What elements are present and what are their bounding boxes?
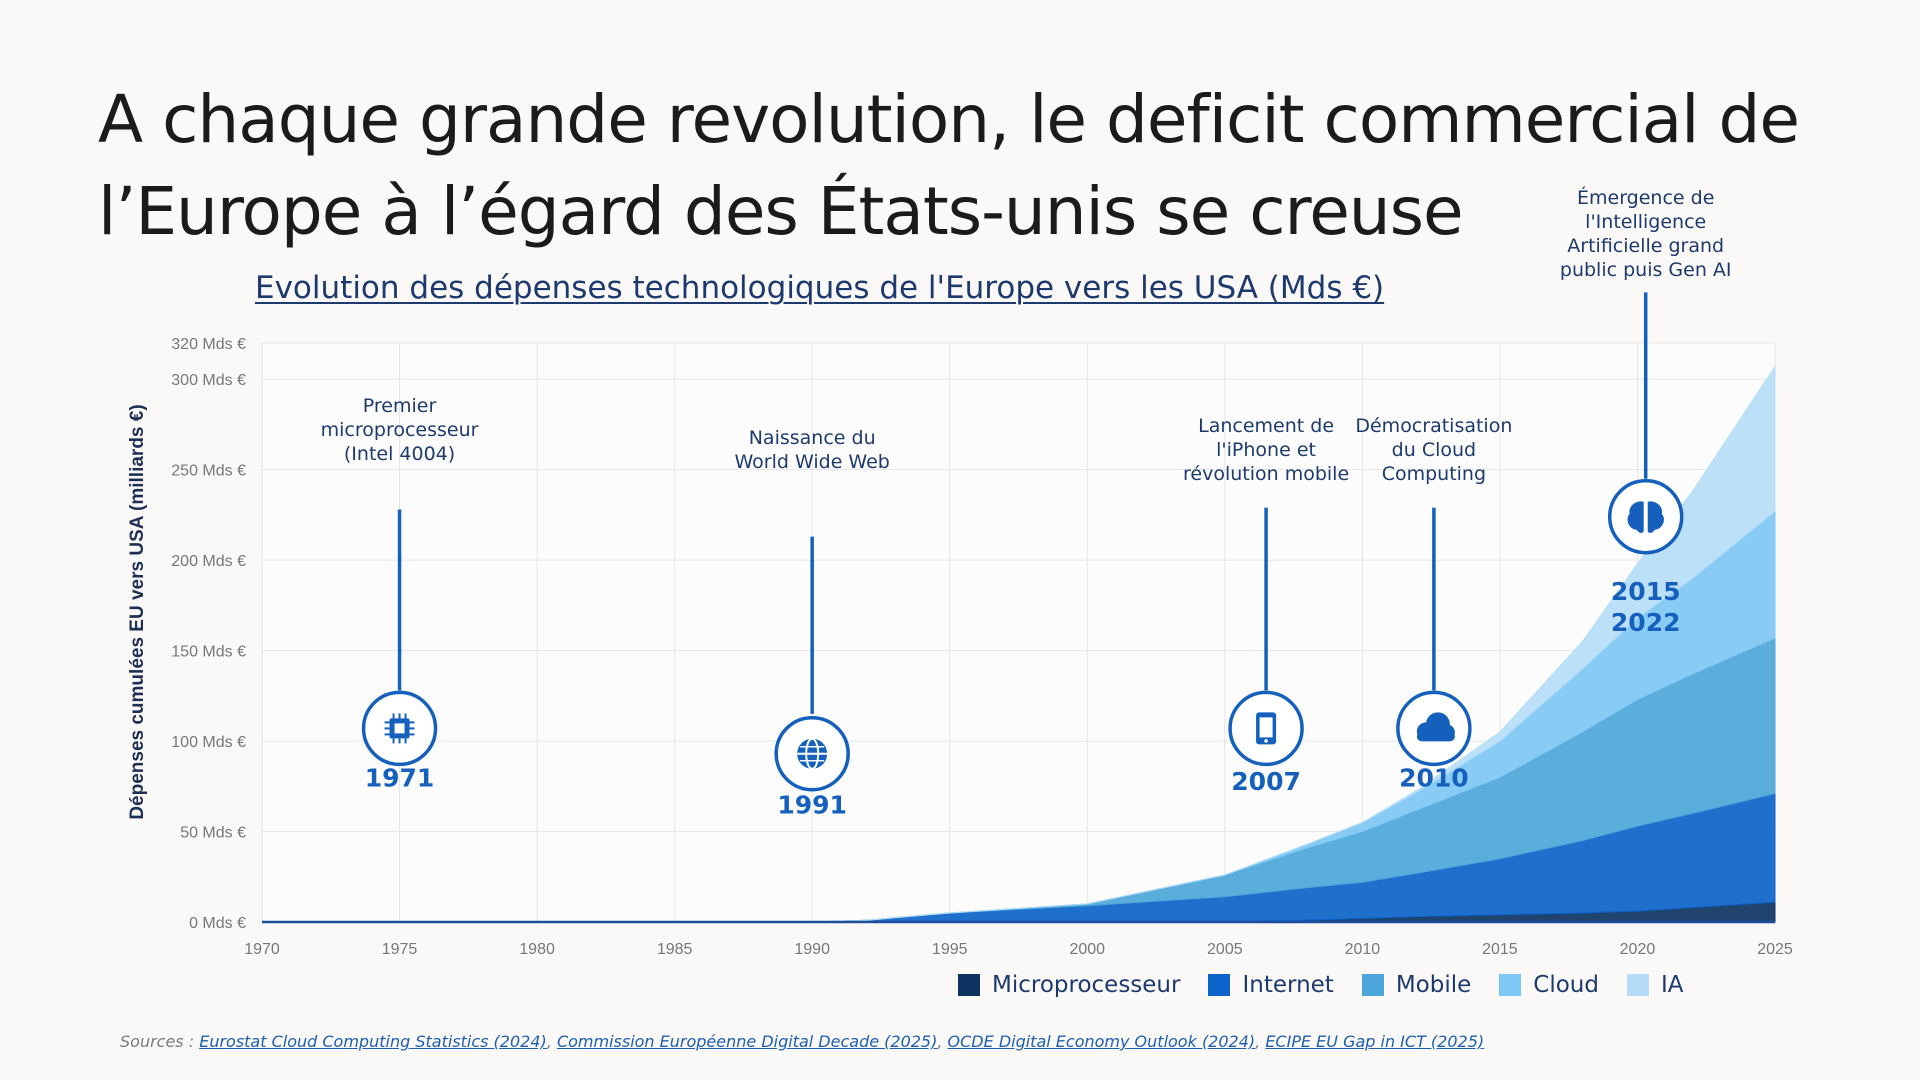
- event-description: l'Intelligence: [1585, 211, 1706, 233]
- legend-label: Internet: [1242, 972, 1334, 998]
- slide-title: A chaque grande revolution, le deficit c…: [98, 81, 1800, 250]
- event-description: Naissance du: [749, 427, 876, 449]
- brain-left: [1627, 501, 1644, 533]
- legend-swatch: [1208, 974, 1231, 996]
- event-description: du Cloud: [1392, 439, 1476, 461]
- event-description: World Wide Web: [735, 451, 890, 473]
- smartphone-icon: [1256, 712, 1277, 745]
- event-description: Premier: [363, 395, 437, 417]
- event-circle: [1607, 478, 1684, 555]
- x-tick-label: 1985: [657, 941, 693, 958]
- event-year: 1971: [365, 763, 435, 792]
- chip-icon: [384, 713, 415, 744]
- event-year: 1991: [777, 790, 847, 819]
- event-description: Émergence de: [1577, 186, 1714, 209]
- x-tick-label: 2020: [1620, 941, 1656, 958]
- legend-item-cloud: Cloud: [1499, 972, 1599, 998]
- x-tick-label: 2015: [1482, 941, 1518, 958]
- legend-item-mobile: Mobile: [1361, 972, 1472, 998]
- legend-label: Cloud: [1533, 972, 1599, 998]
- y-tick-label: 100 Mds €: [171, 734, 246, 751]
- y-tick-label: 250 Mds €: [171, 463, 246, 480]
- source-link-eurostat[interactable]: Eurostat Cloud Computing Statistics (202…: [199, 1032, 547, 1051]
- event-description: révolution mobile: [1183, 463, 1349, 485]
- event-description: Démocratisation: [1355, 415, 1512, 437]
- x-tick-label: 1970: [244, 941, 280, 958]
- source-link-ocde[interactable]: OCDE Digital Economy Outlook (2024): [947, 1032, 1256, 1051]
- y-tick-label: 200 Mds €: [171, 553, 246, 570]
- legend-swatch: [1361, 974, 1384, 996]
- legend-swatch: [1499, 974, 1522, 996]
- cloud-icon: [1416, 712, 1455, 742]
- event-description: microprocesseur: [321, 419, 479, 441]
- legend: Microprocesseur Internet Mobile Cloud IA: [958, 972, 1684, 998]
- chip-core: [394, 723, 405, 734]
- legend-item-internet: Internet: [1208, 972, 1334, 998]
- x-tick-label: 2000: [1069, 941, 1105, 958]
- x-tick-label: 1990: [794, 941, 830, 958]
- legend-label: Mobile: [1395, 972, 1472, 998]
- x-tick-label: 1995: [932, 941, 968, 958]
- cloud-base: [1416, 731, 1455, 742]
- legend-item-microprocesseur: Microprocesseur: [958, 972, 1180, 998]
- source-link-ecipe[interactable]: ECIPE EU Gap in ICT (2025): [1265, 1032, 1485, 1051]
- source-link-commission[interactable]: Commission Européenne Digital Decade (20…: [556, 1032, 938, 1051]
- x-tick-label: 2010: [1345, 941, 1381, 958]
- x-tick-label: 2005: [1207, 941, 1243, 958]
- area-ia: [262, 364, 1776, 923]
- legend-swatch: [958, 974, 980, 996]
- y-tick-label: 320 Mds €: [171, 336, 246, 353]
- event-description: Artificielle grand: [1567, 235, 1724, 257]
- event-year: 2022: [1611, 608, 1681, 637]
- legend-item-ia: IA: [1626, 972, 1684, 998]
- globe-icon: [797, 737, 828, 770]
- y-tick-label: 300 Mds €: [171, 372, 246, 389]
- x-tick-label: 2025: [1757, 941, 1793, 958]
- event-description: Lancement de: [1198, 415, 1334, 437]
- x-tick-label: 1975: [382, 941, 418, 958]
- event-year: 2007: [1231, 767, 1301, 796]
- legend-label: IA: [1660, 972, 1684, 998]
- phone-screen: [1259, 717, 1273, 738]
- y-tick-label: 150 Mds €: [171, 644, 246, 661]
- event-description: l'iPhone et: [1216, 439, 1316, 461]
- sources-prefix: Sources :: [120, 1032, 200, 1051]
- chart-title: Evolution des dépenses technologiques de…: [255, 270, 1385, 306]
- brain-right: [1647, 501, 1664, 533]
- sources: Sources : Eurostat Cloud Computing Stati…: [120, 1032, 1485, 1051]
- y-tick-label: 0 Mds €: [189, 915, 246, 932]
- event-year: 2015: [1611, 577, 1681, 606]
- legend-swatch: [1626, 974, 1649, 996]
- y-tick-label: 50 Mds €: [180, 825, 246, 842]
- event-description: Computing: [1382, 463, 1486, 485]
- event-year: 2010: [1399, 763, 1469, 792]
- brain-icon: [1627, 501, 1664, 533]
- legend-label: Microprocesseur: [992, 972, 1181, 998]
- event-description: (Intel 4004): [344, 443, 455, 465]
- event-description: public puis Gen AI: [1560, 259, 1732, 281]
- phone-button: [1264, 739, 1268, 743]
- x-tick-label: 1980: [519, 941, 555, 958]
